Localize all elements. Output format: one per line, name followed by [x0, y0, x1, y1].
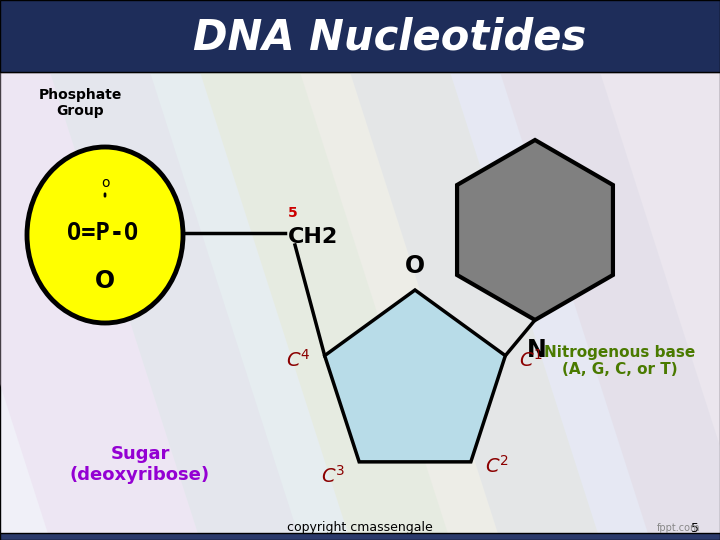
- Text: $C^4$: $C^4$: [286, 349, 310, 370]
- Polygon shape: [325, 290, 505, 462]
- Text: 5: 5: [691, 522, 699, 535]
- Text: O: O: [405, 254, 425, 278]
- Polygon shape: [200, 72, 600, 540]
- Ellipse shape: [27, 147, 183, 323]
- Text: fppt.com: fppt.com: [657, 523, 700, 533]
- Text: $C^2$: $C^2$: [485, 455, 509, 477]
- Text: Nitrogenous base
(A, G, C, or T): Nitrogenous base (A, G, C, or T): [544, 345, 696, 377]
- Text: CH2: CH2: [288, 227, 338, 247]
- Text: $C^1$: $C^1$: [519, 349, 544, 370]
- Text: Sugar
(deoxyribose): Sugar (deoxyribose): [70, 445, 210, 484]
- Polygon shape: [350, 72, 720, 540]
- Polygon shape: [500, 72, 720, 540]
- Text: O=P-O: O=P-O: [68, 221, 139, 245]
- FancyBboxPatch shape: [0, 533, 720, 540]
- FancyBboxPatch shape: [0, 0, 720, 72]
- Text: DNA Nucleotides: DNA Nucleotides: [194, 17, 587, 59]
- Polygon shape: [457, 140, 613, 320]
- Text: o: o: [101, 176, 109, 190]
- Polygon shape: [0, 72, 300, 540]
- Text: copyright cmassengale: copyright cmassengale: [287, 522, 433, 535]
- Text: 5: 5: [288, 206, 298, 220]
- Polygon shape: [50, 72, 450, 540]
- Text: N: N: [527, 338, 547, 362]
- Text: O: O: [95, 269, 115, 293]
- FancyBboxPatch shape: [0, 72, 720, 540]
- Text: Phosphate
Group: Phosphate Group: [38, 88, 122, 118]
- Text: $C^3$: $C^3$: [320, 465, 345, 487]
